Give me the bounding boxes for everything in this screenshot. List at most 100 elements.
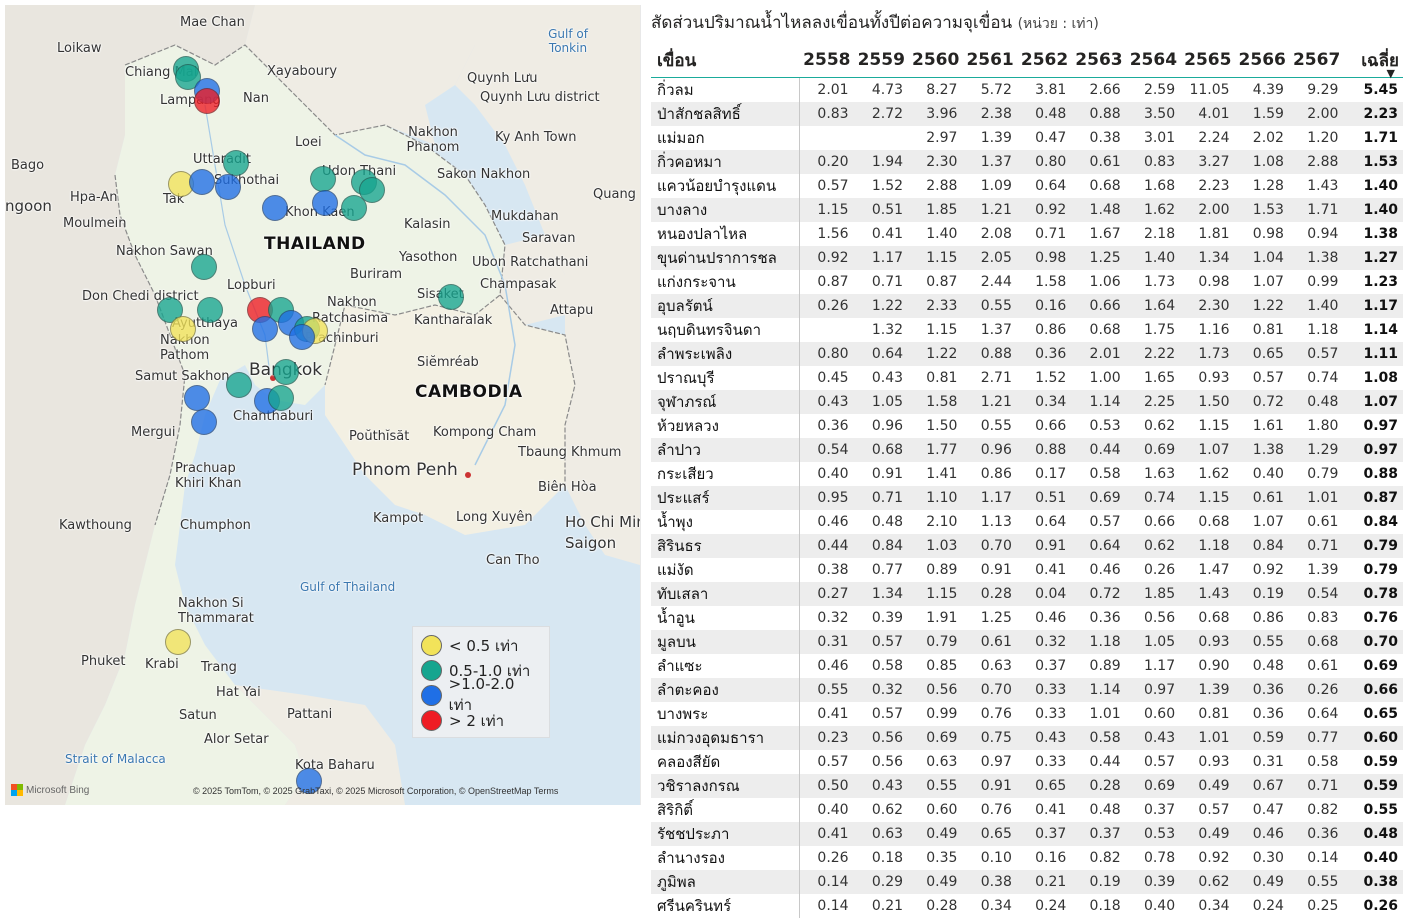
year-value-cell: 0.96 — [854, 414, 908, 438]
year-value-cell: 0.38 — [799, 558, 853, 582]
column-header-year[interactable]: 2561 — [962, 43, 1016, 78]
dam-location-marker[interactable] — [438, 284, 464, 310]
dam-name-cell: วชิราลงกรณ — [651, 774, 799, 798]
dam-location-marker[interactable] — [289, 324, 315, 350]
column-header-year[interactable]: 2558 — [799, 43, 853, 78]
dam-location-marker[interactable] — [189, 169, 215, 195]
year-value-cell: 0.91 — [1017, 534, 1071, 558]
year-value-cell: 0.98 — [1180, 270, 1234, 294]
bing-label: Microsoft Bing — [26, 785, 89, 796]
year-value-cell: 0.55 — [1289, 870, 1343, 894]
dam-location-marker[interactable] — [165, 629, 191, 655]
map-legend: < 0.5 เท่า 0.5-1.0 เท่า >1.0-2.0 เท่า > … — [412, 626, 550, 738]
legend-swatch-teal — [421, 660, 442, 681]
table-title-text: สัดส่วนปริมาณน้ำไหลลงเขื่อนทั้งปีต่อความ… — [651, 13, 1012, 33]
dam-location-marker[interactable] — [184, 385, 210, 411]
column-header-year[interactable]: 2567 — [1289, 43, 1343, 78]
year-value-cell: 4.39 — [1235, 78, 1289, 103]
sort-descending-icon[interactable]: ▼ — [1387, 67, 1395, 80]
year-value-cell: 0.43 — [854, 366, 908, 390]
year-value-cell: 0.81 — [1235, 318, 1289, 342]
table-unit: (หน่วย : เท่า) — [1018, 16, 1099, 32]
year-value-cell: 0.46 — [1071, 558, 1125, 582]
column-header-year[interactable]: 2563 — [1071, 43, 1125, 78]
year-value-cell: 0.49 — [1180, 822, 1234, 846]
average-cell: 1.38 — [1343, 222, 1403, 246]
year-value-cell: 1.91 — [908, 606, 962, 630]
year-value-cell: 1.85 — [1126, 582, 1180, 606]
year-value-cell: 0.33 — [1017, 702, 1071, 726]
column-header-year[interactable]: 2565 — [1180, 43, 1234, 78]
place-label: Phuket — [81, 654, 125, 669]
column-header-year[interactable]: 2562 — [1017, 43, 1071, 78]
column-header-dam[interactable]: เขื่อน — [651, 43, 799, 78]
dam-location-marker[interactable] — [268, 385, 294, 411]
map-attribution[interactable]: © 2025 TomTom, © 2025 GrabTaxi, © 2025 M… — [193, 786, 558, 796]
place-label: Ubon Ratchathani — [472, 255, 588, 270]
place-label: Prachuap Khiri Khan — [175, 461, 255, 491]
dam-location-marker[interactable] — [215, 174, 241, 200]
column-header-average[interactable]: เฉลี่ย▼ — [1343, 43, 1403, 78]
year-value-cell: 1.17 — [1126, 654, 1180, 678]
dam-location-marker[interactable] — [223, 150, 249, 176]
year-value-cell: 0.67 — [1235, 774, 1289, 798]
column-header-year[interactable]: 2564 — [1126, 43, 1180, 78]
dam-location-marker[interactable] — [170, 316, 196, 342]
dam-location-marker[interactable] — [197, 297, 223, 323]
column-header-year[interactable]: 2560 — [908, 43, 962, 78]
dam-location-marker[interactable] — [310, 166, 336, 192]
dam-name-cell: บางลาง — [651, 198, 799, 222]
year-value-cell: 0.23 — [799, 726, 853, 750]
dam-location-marker[interactable] — [226, 372, 252, 398]
dam-location-marker[interactable] — [273, 359, 299, 385]
year-value-cell: 2.97 — [908, 126, 962, 150]
year-value-cell: 0.26 — [1289, 678, 1343, 702]
year-value-cell: 0.56 — [854, 726, 908, 750]
year-value-cell: 0.79 — [908, 630, 962, 654]
year-value-cell: 0.95 — [799, 486, 853, 510]
map-visual[interactable]: THAILAND CAMBODIA Mae Chan Loikaw Chiang… — [5, 5, 641, 805]
column-header-year[interactable]: 2566 — [1235, 43, 1289, 78]
year-value-cell: 0.64 — [1289, 702, 1343, 726]
dam-name-cell: ป่าสักชลสิทธิ์ — [651, 102, 799, 126]
dam-location-marker[interactable] — [252, 316, 278, 342]
place-label: Kawthoung — [59, 518, 132, 533]
column-header-year[interactable]: 2559 — [854, 43, 908, 78]
dam-location-marker[interactable] — [312, 190, 338, 216]
